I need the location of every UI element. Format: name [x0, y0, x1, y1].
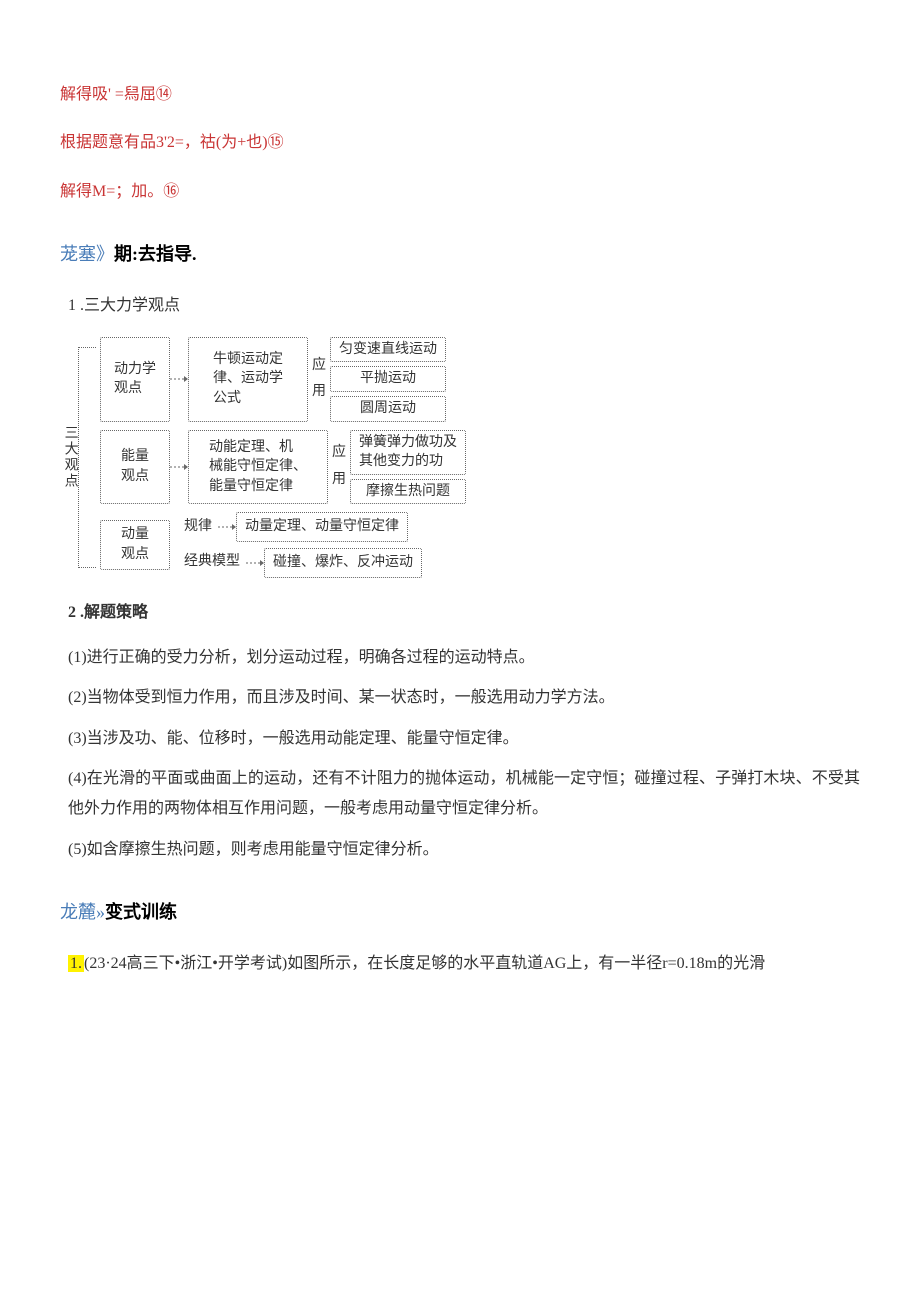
- node-friction-heat: 摩擦生热问题: [350, 479, 466, 505]
- section-header-title-2: 变式训练: [105, 902, 177, 922]
- right-stack-2: 弹簧弹力做功及 其他变力的功 摩擦生热问题: [350, 430, 466, 505]
- node-energy-theorems: 动能定理、机 械能守恒定律、 能量守恒定律: [188, 430, 328, 505]
- node-collision: 碰撞、爆炸、反冲运动: [264, 548, 422, 578]
- node-momentum-theorem: 动量定理、动量守恒定律: [236, 512, 408, 542]
- node-dynamics: 动力学 观点: [100, 337, 170, 422]
- diagram-row-energy: 能量 观点 动能定理、机 械能守恒定律、 能量守恒定律 应 用 弹簧弹力做功及 …: [100, 430, 580, 505]
- bracket-label: 三大观点: [56, 425, 83, 489]
- label-classic-model: 经典模型: [184, 549, 240, 576]
- section-header-title: 期:去指导.: [114, 244, 197, 264]
- strategy-p3: (3)当涉及功、能、位移时，一般选用动能定理、能量守恒定律。: [68, 724, 860, 754]
- question-number-highlight: 1.: [68, 955, 84, 972]
- right-stack-1: 匀变速直线运动 平抛运动 圆周运动: [330, 337, 446, 422]
- node-circular: 圆周运动: [330, 396, 446, 422]
- diagram-row-momentum: 动量 观点 规律 动量定理、动量守恒定律 经典模型 碰撞、爆炸、反冲运动: [100, 512, 580, 577]
- node-projectile: 平抛运动: [330, 366, 446, 392]
- label-apply-1: 应 用: [308, 337, 330, 422]
- subtitle-strategy: 2 .解题策略: [68, 598, 860, 628]
- strategy-p2: (2)当物体受到恒力作用，而且涉及时间、某一状态时，一般选用动力学方法。: [68, 683, 860, 713]
- question-1: 1.(23·24高三下•浙江•开学考试)如图所示，在长度足够的水平直轨道AG上，…: [68, 949, 860, 979]
- arrow-icon: [170, 337, 188, 422]
- node-uniform-motion: 匀变速直线运动: [330, 337, 446, 363]
- equation-line-3: 解得M=；加。⑯: [60, 177, 860, 207]
- node-energy: 能量 观点: [100, 430, 170, 505]
- arrow-icon: [170, 430, 188, 505]
- strategy-p1: (1)进行正确的受力分析，划分运动过程，明确各过程的运动特点。: [68, 643, 860, 673]
- mechanics-diagram: 三大观点 动力学 观点 牛顿运动定 律、运动学 公式 应 用 匀变速直线运动 平…: [100, 337, 580, 578]
- diagram-row-dynamics: 动力学 观点 牛顿运动定 律、运动学 公式 应 用 匀变速直线运动 平抛运动 圆…: [100, 337, 580, 422]
- section-header-variants: 龙麓»变式训练: [60, 895, 860, 929]
- arrow-icon: [246, 558, 264, 568]
- label-apply-2: 应 用: [328, 430, 350, 505]
- node-spring-work: 弹簧弹力做功及 其他变力的功: [350, 430, 466, 475]
- strategy-p5: (5)如含摩擦生热问题，则考虑用能量守恒定律分析。: [68, 835, 860, 865]
- arrow-icon: [218, 522, 236, 532]
- node-momentum: 动量 观点: [100, 520, 170, 569]
- label-rules: 规律: [184, 514, 212, 541]
- node-newton-laws: 牛顿运动定 律、运动学 公式: [188, 337, 308, 422]
- section-header-prefix-2: 龙麓»: [60, 902, 105, 922]
- equation-line-1: 解得吸' =舄屈⑭: [60, 80, 860, 110]
- section-header-methods: 茏塞》期:去指导.: [60, 237, 860, 271]
- strategy-p4: (4)在光滑的平面或曲面上的运动，还有不计阻力的抛体运动，机械能一定守恒；碰撞过…: [68, 764, 860, 825]
- section-header-prefix: 茏塞》: [60, 244, 114, 264]
- question-text: (23·24高三下•浙江•开学考试)如图所示，在长度足够的水平直轨道AG上，有一…: [84, 955, 765, 972]
- subtitle-three-views: 1 .三大力学观点: [68, 291, 860, 321]
- equation-line-2: 根据题意有品3'2=，祜(为+也)⑮: [60, 128, 860, 158]
